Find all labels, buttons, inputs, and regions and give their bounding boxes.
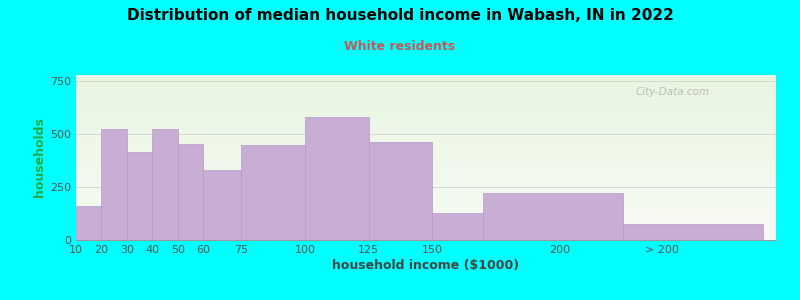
Bar [203,170,242,240]
Bar [483,194,623,240]
Y-axis label: households: households [33,118,46,197]
Bar [369,142,432,240]
Bar [623,224,763,240]
Bar [152,129,178,240]
Bar [305,117,369,240]
Bar [76,206,102,240]
X-axis label: household income ($1000): household income ($1000) [333,259,519,272]
Bar [127,152,152,240]
Bar [102,129,127,240]
Bar [242,145,305,240]
Text: City-Data.com: City-Data.com [636,86,710,97]
Text: Distribution of median household income in Wabash, IN in 2022: Distribution of median household income … [126,8,674,22]
Bar [432,212,483,240]
Bar [178,144,203,240]
Text: White residents: White residents [345,40,455,53]
